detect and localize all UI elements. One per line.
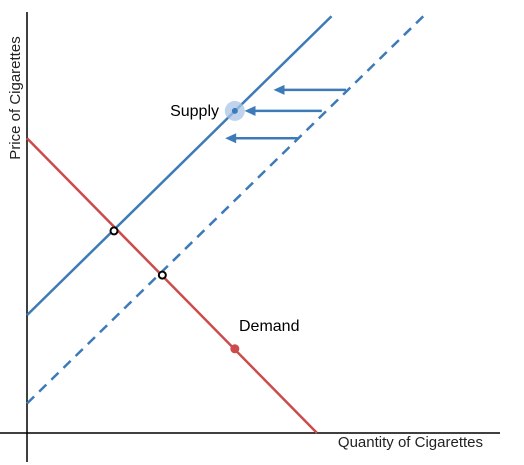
x-axis-label: Quantity of Cigarettes [338,434,483,451]
shifted-supply-curve [26,15,425,405]
equilibrium-point [109,226,119,236]
demand-label: Demand [239,318,299,335]
shift-arrow [244,105,322,116]
shift-arrow [225,133,298,144]
axes [0,12,500,462]
markers [109,100,245,354]
shift-arrow [273,84,346,95]
y-axis-label: Price of Cigarettes [7,36,24,159]
supply-label: Supply [170,103,219,120]
demand-point [230,344,240,354]
equilibrium-point [157,270,167,280]
shift-arrows [225,84,346,144]
supply-curve [26,15,333,317]
supply-point [231,107,238,114]
demand-curve [26,137,318,434]
series-layer [26,15,425,434]
